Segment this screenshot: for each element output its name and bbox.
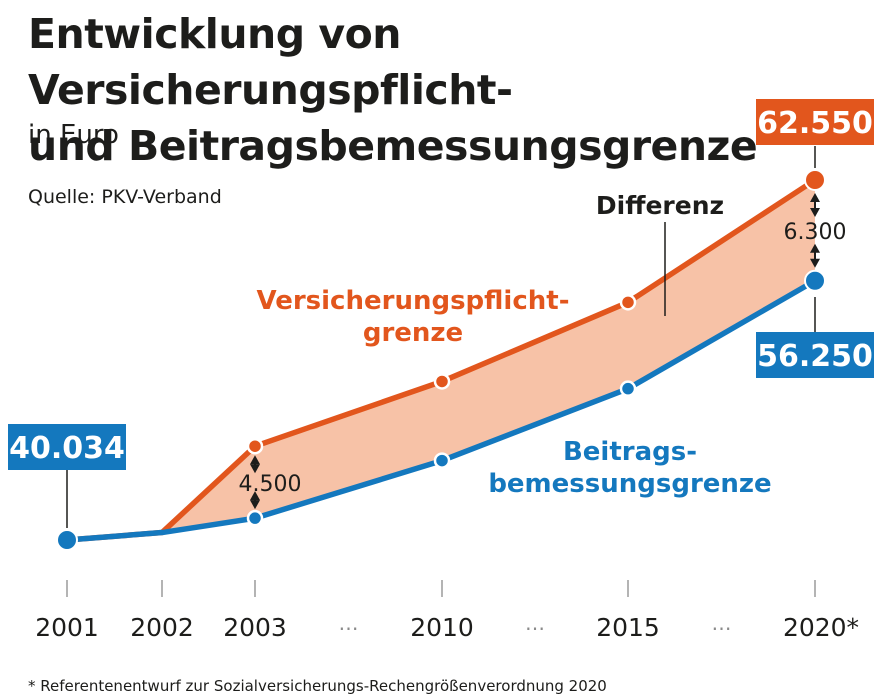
x-tick-label: 2001 <box>35 613 99 642</box>
diff-2020-arrow-bottom <box>810 243 820 268</box>
data-point-beitragsbemessungsgrenze <box>433 452 451 469</box>
data-point-versicherungspflichtgrenze <box>433 373 451 390</box>
x-tick-label: 2010 <box>410 613 474 642</box>
diff-2003-label: 4.500 <box>239 472 302 497</box>
axis-gap-marker: … <box>339 611 359 635</box>
diff-2020-label: 6.300 <box>784 220 847 245</box>
chart-subtitle: in Euro <box>28 120 119 150</box>
series-label-beitragsbemessungsgrenze: Beitrags-bemessungsgrenze <box>488 437 771 499</box>
data-point-versicherungspflichtgrenze <box>619 294 637 311</box>
diff-2003-arrow-bottom-head-down <box>250 500 260 510</box>
series-label-line: Beitrags- <box>563 437 697 467</box>
end-upper-value-label-text: 62.550 <box>757 106 873 141</box>
diff-2003-arrow-top <box>250 455 260 474</box>
x-axis: 2001 2002 2003 2010 2015 2020* … … … <box>35 580 859 642</box>
footnote: * Referentenentwurf zur Sozialversicheru… <box>28 677 607 695</box>
end-upper-value-label-bg <box>756 99 874 145</box>
end-lower-value-label: 56.250 <box>756 332 874 378</box>
series-label-line: grenze <box>363 318 463 348</box>
diff-2020-arrow-bottom-head-down <box>810 258 820 268</box>
start-value-label-text: 40.034 <box>9 431 125 466</box>
data-point-start <box>56 529 78 551</box>
x-tick-label: 2002 <box>130 613 194 642</box>
data-point-beitragsbemessungsgrenze-end <box>804 269 826 292</box>
axis-gap-marker: … <box>712 611 732 635</box>
start-value-label: 40.034 <box>8 424 126 470</box>
x-tick-label: 2015 <box>596 613 660 642</box>
start-value-label-bg <box>8 424 126 470</box>
diff-2020-arrow-top-head-up <box>810 193 820 202</box>
end-lower-value-label-bg <box>756 332 874 378</box>
x-tick-label: 2003 <box>223 613 287 642</box>
diff-2003-arrow-top-head-up <box>250 455 260 465</box>
difference-label: Differenz <box>596 191 724 220</box>
diff-2020-arrow-top-head-down <box>810 208 820 217</box>
data-point-beitragsbemessungsgrenze <box>619 380 637 397</box>
x-tick-label: 2020* <box>783 613 859 642</box>
axis-gap-marker: … <box>525 611 545 635</box>
end-upper-value-label: 62.550 <box>756 99 874 145</box>
diff-2003-arrow-bottom-head-up <box>250 491 260 501</box>
title-line-2: und Beitragsbemessungsgrenze <box>28 122 758 170</box>
diff-2003-arrow-top-head-down <box>250 464 260 474</box>
diff-2003-arrow-bottom <box>250 491 260 510</box>
end-lower-value-label-text: 56.250 <box>757 339 873 374</box>
data-point-versicherungspflichtgrenze-end <box>804 169 826 191</box>
chart-title: Entwicklung von Versicherungspflicht- un… <box>28 6 890 174</box>
source-note: Quelle: PKV-Verband <box>28 186 222 208</box>
series-line-beitragsbemessungsgrenze <box>64 277 818 543</box>
series-label-line: bemessungsgrenze <box>488 469 771 499</box>
diff-2020-arrow-top <box>810 193 820 217</box>
title-line-1: Entwicklung von Versicherungspflicht- <box>28 10 513 114</box>
series-label-line: Versicherungspflicht- <box>257 286 570 316</box>
series-label-versicherungspflichtgrenze: Versicherungspflicht-grenze <box>257 286 570 348</box>
diff-2020-arrow-bottom-head-up <box>810 243 820 253</box>
data-point-versicherungspflichtgrenze <box>246 437 264 455</box>
data-point-beitragsbemessungsgrenze <box>246 509 264 527</box>
